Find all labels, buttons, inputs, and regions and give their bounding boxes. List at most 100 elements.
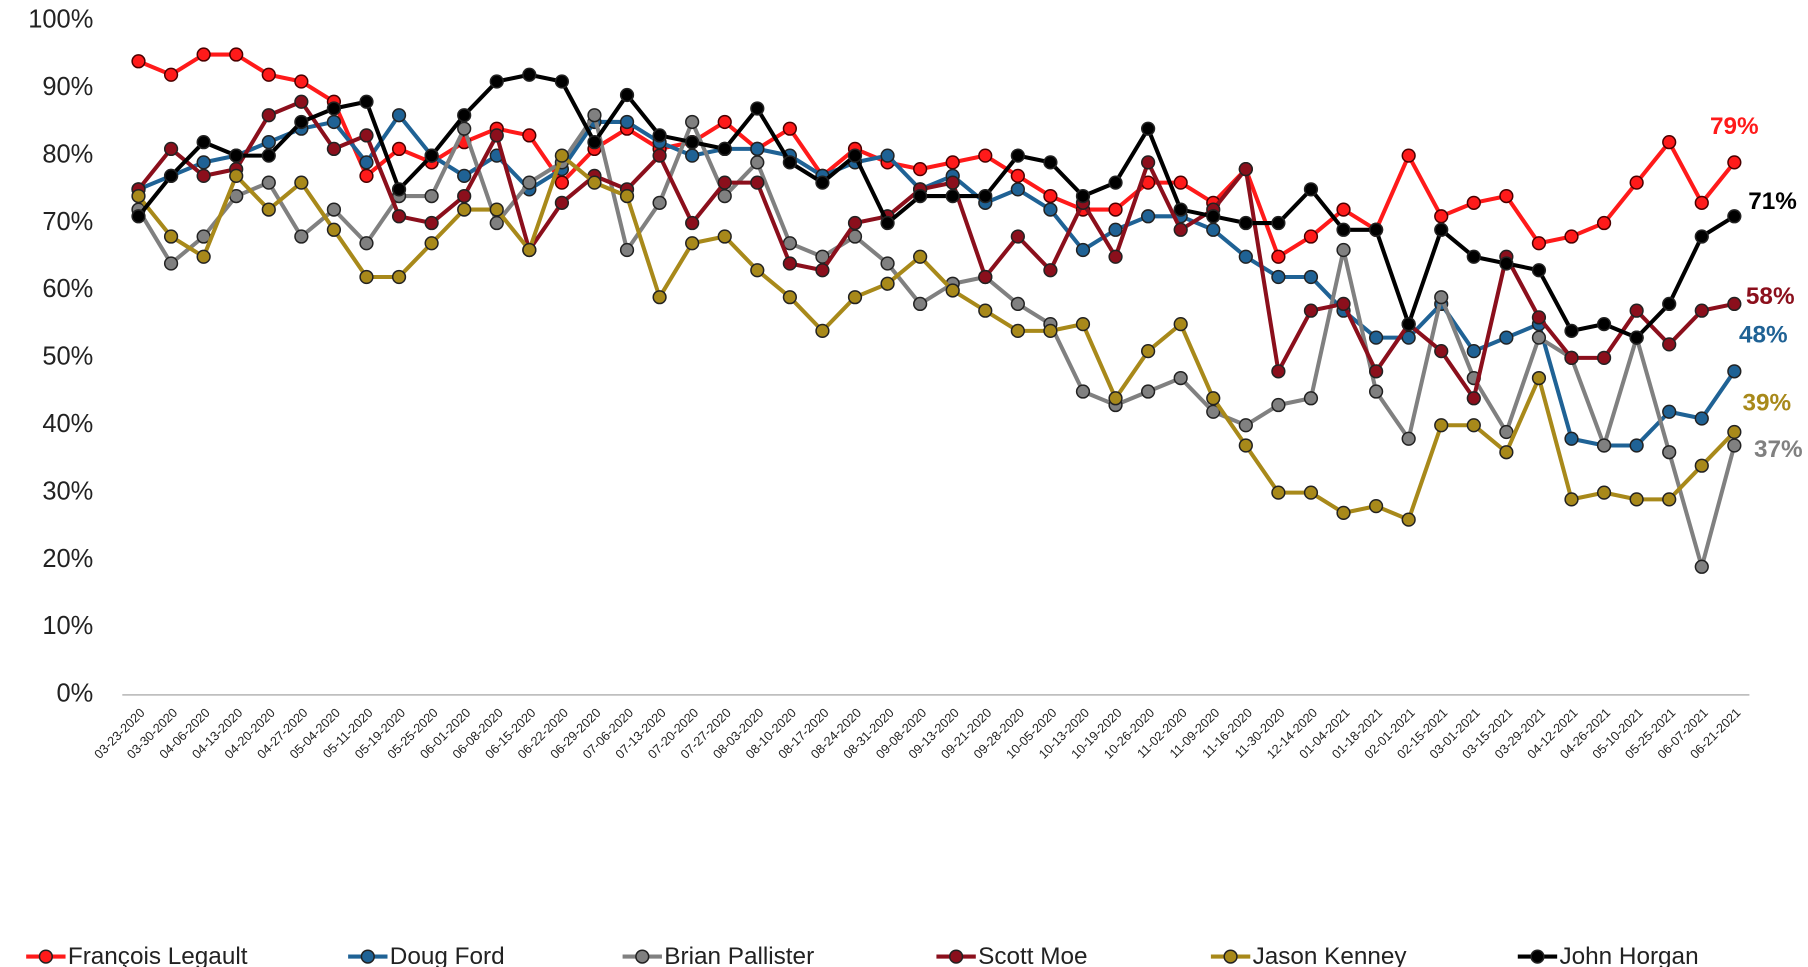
point xyxy=(1303,229,1319,244)
point xyxy=(1336,296,1351,312)
point xyxy=(1499,330,1514,345)
point xyxy=(554,195,570,210)
point xyxy=(196,47,211,62)
point xyxy=(391,269,407,285)
legend-marker xyxy=(635,949,650,964)
point xyxy=(978,188,993,204)
point xyxy=(1303,391,1319,406)
point xyxy=(1531,370,1547,386)
point xyxy=(1662,337,1677,352)
point xyxy=(782,121,797,136)
point xyxy=(880,215,895,231)
series xyxy=(131,94,1742,406)
point xyxy=(1206,209,1221,224)
point xyxy=(294,74,309,89)
point xyxy=(391,209,407,224)
point xyxy=(1368,364,1384,379)
point xyxy=(1238,418,1253,433)
point xyxy=(1271,485,1286,500)
point xyxy=(1206,391,1221,406)
point xyxy=(1662,296,1677,312)
point xyxy=(1401,512,1416,527)
point xyxy=(1694,229,1709,244)
point xyxy=(522,175,537,190)
point xyxy=(163,256,179,271)
point xyxy=(294,114,309,130)
point xyxy=(1564,350,1579,365)
point xyxy=(1596,350,1612,365)
y-tick-label: 90% xyxy=(42,73,93,101)
end-label: 71% xyxy=(1748,188,1797,215)
point xyxy=(1499,256,1514,271)
point xyxy=(587,175,602,190)
series xyxy=(131,67,1742,345)
point xyxy=(945,188,960,204)
point xyxy=(717,141,732,157)
point xyxy=(196,249,211,264)
legend-marker xyxy=(1223,949,1238,964)
point xyxy=(1173,222,1188,237)
point xyxy=(489,128,504,143)
point xyxy=(326,202,342,217)
point xyxy=(1238,438,1253,453)
point xyxy=(359,269,374,285)
point xyxy=(1010,182,1025,197)
point xyxy=(1075,317,1091,332)
point xyxy=(619,242,635,258)
point xyxy=(391,182,407,197)
point xyxy=(1075,188,1091,204)
y-tick-label: 50% xyxy=(42,343,93,371)
point xyxy=(326,222,342,237)
point xyxy=(1466,343,1481,359)
point xyxy=(1173,317,1188,332)
point xyxy=(131,54,146,69)
point xyxy=(1401,431,1416,446)
point xyxy=(880,276,895,291)
point xyxy=(685,114,700,130)
point xyxy=(782,256,797,271)
point xyxy=(196,168,211,183)
y-tick-label: 100% xyxy=(28,6,93,34)
point xyxy=(1694,195,1709,210)
point xyxy=(1499,424,1514,440)
point xyxy=(1108,249,1123,264)
point xyxy=(1596,485,1612,500)
point xyxy=(1629,492,1644,507)
legend-marker xyxy=(1530,949,1545,964)
series xyxy=(131,148,1742,527)
point xyxy=(913,296,928,312)
point xyxy=(131,188,146,204)
point xyxy=(587,135,602,150)
point xyxy=(945,155,960,170)
point xyxy=(196,135,211,150)
point xyxy=(847,215,863,231)
point xyxy=(1434,290,1449,305)
point xyxy=(1596,215,1612,231)
point xyxy=(359,155,374,170)
point xyxy=(489,74,504,89)
series-line xyxy=(137,113,1737,448)
point xyxy=(1694,559,1709,574)
point xyxy=(1010,323,1025,339)
point xyxy=(1727,209,1742,224)
legend-label: Jason Kenney xyxy=(1253,943,1408,967)
point xyxy=(717,188,732,204)
point xyxy=(1336,202,1351,217)
point xyxy=(1694,458,1709,473)
point xyxy=(1499,188,1514,204)
point xyxy=(913,249,928,264)
point xyxy=(1043,323,1058,339)
point xyxy=(1434,222,1449,237)
point xyxy=(294,175,309,190)
point xyxy=(1010,148,1025,163)
point xyxy=(1140,384,1156,399)
point xyxy=(457,202,472,217)
point xyxy=(619,87,635,103)
point xyxy=(1140,209,1156,224)
y-tick-label: 60% xyxy=(42,275,93,303)
point xyxy=(750,141,765,157)
point xyxy=(522,67,537,82)
point xyxy=(359,94,374,109)
legend-label: François Legault xyxy=(68,943,248,967)
point xyxy=(1010,229,1025,244)
